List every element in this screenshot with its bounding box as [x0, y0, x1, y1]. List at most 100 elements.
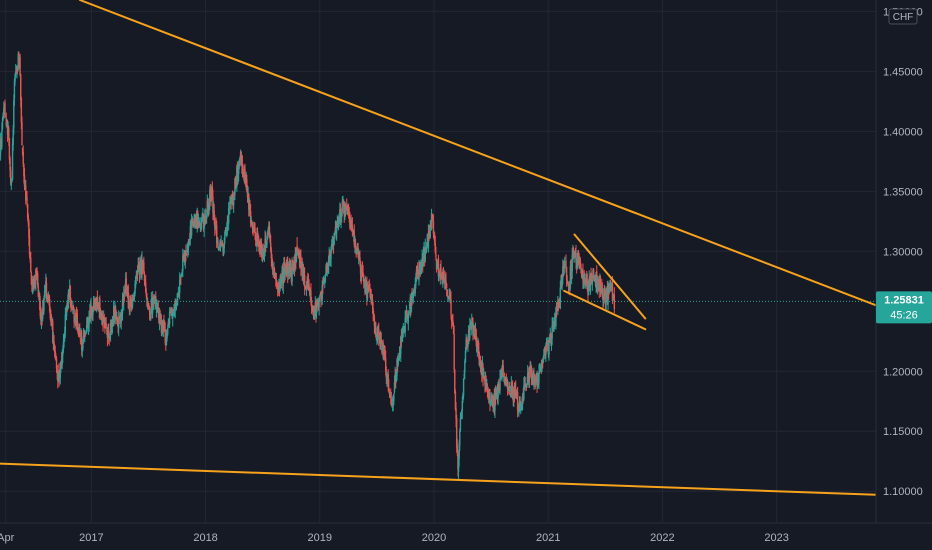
candle-body: [244, 168, 246, 184]
candle-body: [173, 310, 175, 315]
price-scale[interactable]: [876, 0, 932, 550]
candle-body: [211, 186, 214, 196]
candle-body: [55, 357, 57, 360]
candle-body: [359, 257, 361, 262]
candle-body: [286, 263, 289, 276]
candle-body: [548, 342, 550, 356]
candle-body: [447, 297, 449, 299]
candle-body: [396, 359, 398, 377]
trendline-upper-resistance[interactable]: [78, 0, 877, 307]
candle-body: [424, 246, 426, 261]
candle-body: [123, 292, 126, 294]
candle-body: [363, 275, 365, 282]
candle-body: [460, 410, 463, 414]
candle-body: [308, 287, 311, 296]
candle-body: [462, 378, 465, 396]
candle-body: [429, 224, 431, 237]
candle-body: [482, 366, 484, 380]
trendline-flag-top[interactable]: [573, 233, 647, 320]
candle-body: [471, 321, 473, 328]
candle-body: [542, 360, 545, 363]
candle-body: [145, 282, 147, 293]
x-axis-ticks: Apr 2017 2018 2019 2020 2021 2022 2023: [0, 532, 789, 544]
candle-body: [520, 408, 522, 411]
candle-body: [134, 276, 137, 286]
candle-body: [324, 281, 326, 284]
candle-body: [533, 374, 536, 378]
candle-body: [4, 115, 7, 117]
candle-body: [543, 347, 546, 351]
candle-body: [585, 277, 587, 286]
candle-body: [9, 170, 12, 184]
candle-body: [234, 178, 236, 195]
candle-body: [483, 376, 486, 378]
candle-body: [590, 274, 592, 280]
candle-body: [440, 273, 443, 275]
trendline-flag-bottom[interactable]: [563, 289, 647, 331]
candle-body: [450, 299, 452, 315]
candle-body: [276, 284, 279, 290]
x-tick-label: 2021: [536, 532, 560, 544]
candle-body: [371, 299, 374, 307]
candle-body: [254, 234, 257, 241]
candle-body: [339, 208, 342, 219]
y-tick-label: 1.10000: [883, 486, 923, 498]
y-tick-label: 1.20000: [883, 366, 923, 378]
x-tick-label: 2023: [764, 532, 788, 544]
candle-body: [157, 308, 159, 313]
candle-body: [473, 325, 475, 331]
candle-body: [229, 200, 231, 210]
candle-body: [15, 71, 18, 74]
candle-body: [375, 333, 377, 339]
candle-body: [20, 98, 23, 123]
currency-badge[interactable]: CHF: [888, 8, 918, 25]
candle-body: [144, 281, 146, 283]
candle-body: [510, 381, 513, 397]
candle-body: [456, 446, 459, 453]
candle-body: [298, 254, 300, 257]
candle-body: [166, 334, 168, 339]
candle-body: [310, 291, 312, 303]
candle-body: [13, 80, 16, 99]
candle-body: [507, 387, 509, 391]
candle-body: [60, 361, 62, 370]
candle-body: [23, 164, 25, 176]
candle-body: [147, 303, 149, 305]
candle-body: [526, 385, 528, 387]
candle-body: [54, 351, 56, 357]
candle-body: [296, 245, 298, 253]
candle-body: [455, 408, 457, 420]
candle-body: [262, 248, 264, 257]
candle-body: [107, 330, 110, 339]
candle-body: [118, 317, 120, 329]
candle-body: [43, 291, 46, 300]
candle-body: [276, 282, 278, 285]
candle-body: [330, 248, 332, 259]
candle-body: [28, 236, 31, 255]
candle-body: [360, 272, 362, 277]
candle-body: [14, 74, 16, 82]
candle-body: [327, 260, 330, 274]
candle-body: [397, 356, 399, 365]
candle-body: [282, 273, 285, 286]
trendlines[interactable]: [0, 0, 877, 496]
candle-body: [38, 293, 41, 303]
candle-body: [354, 242, 357, 249]
candle-body: [222, 246, 225, 252]
candle-body: [19, 57, 21, 76]
y-tick-label: 1.30000: [883, 246, 923, 258]
time-scale[interactable]: [0, 523, 876, 550]
candle-body: [432, 221, 435, 234]
candle-body: [486, 385, 488, 388]
candle-body: [21, 122, 23, 146]
candle-body: [10, 183, 13, 186]
candle-body: [97, 306, 99, 309]
candle-body: [231, 196, 234, 202]
trendline-lower-support[interactable]: [0, 462, 877, 496]
candle-body: [376, 331, 379, 336]
candle-body: [341, 201, 344, 211]
candle-body: [564, 263, 566, 267]
candle-body: [72, 306, 75, 309]
